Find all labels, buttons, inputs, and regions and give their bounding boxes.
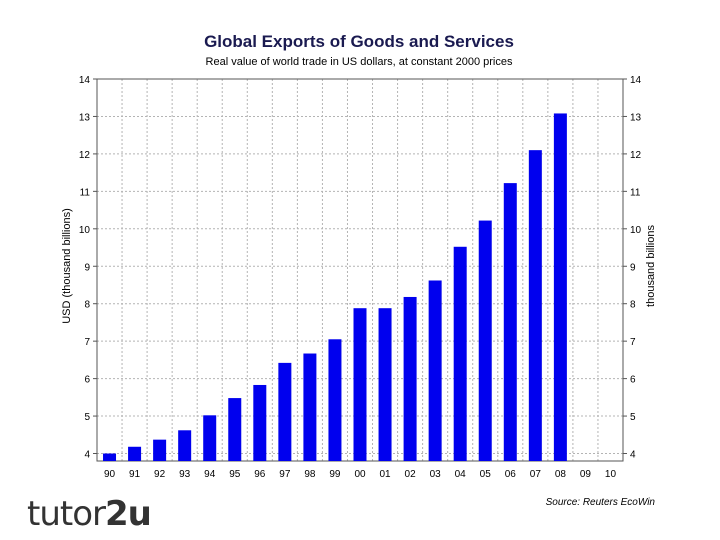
x-tick-label-92: 92 — [154, 469, 166, 480]
bar-93 — [178, 430, 192, 461]
x-tick-label-96: 96 — [254, 469, 266, 480]
source-note: Source: Reuters EcoWin — [546, 497, 656, 508]
y-tick-label-right-13: 13 — [630, 112, 642, 123]
y-tick-label-left-5: 5 — [84, 412, 90, 423]
x-tick-label-09: 09 — [580, 469, 592, 480]
y-tick-label-right-4: 4 — [630, 450, 636, 461]
x-axis-labels: 90 91 92 93 94 95 96 97 98 99 00 01 02 03 04 05 06 07 08 09… — [104, 469, 617, 480]
y-tick-label-left-7: 7 — [84, 337, 90, 348]
x-tick-label-94: 94 — [204, 469, 216, 480]
y-tick-label-left-12: 12 — [79, 150, 91, 161]
y-tick-label-right-5: 5 — [630, 412, 636, 423]
y-tick-label-right-6: 6 — [630, 375, 636, 386]
x-tick-label-08: 08 — [555, 469, 567, 480]
x-tick-label-07: 07 — [530, 469, 542, 480]
y-axis-label-right: thousand billions — [645, 225, 657, 307]
bar-01 — [378, 308, 392, 461]
x-tick-label-03: 03 — [430, 469, 442, 480]
y-tick-label-left-13: 13 — [79, 112, 91, 123]
bar-05 — [478, 220, 492, 461]
y-tick-label-left-14: 14 — [79, 75, 91, 86]
x-tick-label-04: 04 — [455, 469, 467, 480]
bar-96 — [253, 384, 267, 461]
y-tick-label-left-11: 11 — [80, 187, 91, 198]
y-tick-label-left-8: 8 — [84, 300, 90, 311]
logo-text-2u: 2u — [105, 494, 152, 534]
y-axis-ticks: 4 4 5 5 6 6 7 7 8 8 9 9 10 10 11 11 12 12 13 13 14 14 — [79, 75, 642, 461]
bar-97 — [278, 362, 292, 461]
x-tick-label-93: 93 — [179, 469, 191, 480]
x-tick-label-90: 90 — [104, 469, 116, 480]
bar-07 — [528, 150, 542, 461]
y-tick-label-right-7: 7 — [630, 337, 636, 348]
y-tick-label-right-11: 11 — [630, 187, 641, 198]
y-tick-label-left-4: 4 — [84, 450, 90, 461]
bar-92 — [153, 439, 167, 461]
y-tick-label-right-9: 9 — [630, 262, 636, 273]
bar-06 — [503, 183, 517, 462]
bar-98 — [303, 353, 317, 461]
bar-02 — [403, 296, 417, 461]
chart-subtitle: Real value of world trade in US dollars,… — [206, 56, 513, 68]
tutor2u-logo: tutor2u — [27, 494, 152, 534]
y-tick-label-left-10: 10 — [79, 225, 91, 236]
chart-title: Global Exports of Goods and Services — [204, 32, 514, 51]
x-tick-label-91: 91 — [129, 469, 141, 480]
bar-95 — [228, 398, 242, 461]
y-tick-label-right-14: 14 — [630, 75, 642, 86]
y-tick-label-left-6: 6 — [84, 375, 90, 386]
x-tick-label-10: 10 — [605, 469, 617, 480]
x-tick-label-99: 99 — [329, 469, 341, 480]
x-tick-label-05: 05 — [480, 469, 492, 480]
x-tick-label-98: 98 — [304, 469, 316, 480]
bar-04 — [453, 246, 467, 461]
x-tick-label-01: 01 — [379, 469, 391, 480]
bar-99 — [328, 339, 342, 461]
x-tick-label-97: 97 — [279, 469, 291, 480]
y-tick-label-right-12: 12 — [630, 150, 642, 161]
x-tick-label-95: 95 — [229, 469, 241, 480]
bar-00 — [353, 308, 367, 461]
x-tick-label-06: 06 — [505, 469, 517, 480]
bar-94 — [203, 415, 217, 461]
bar-91 — [128, 446, 142, 461]
bar-90 — [103, 453, 117, 461]
y-axis-label-left: USD (thousand billions) — [61, 208, 73, 324]
y-tick-label-right-10: 10 — [630, 225, 642, 236]
bars — [103, 113, 567, 462]
x-tick-label-00: 00 — [354, 469, 366, 480]
logo-text-tutor: tutor — [27, 494, 106, 534]
y-tick-label-right-8: 8 — [630, 300, 636, 311]
y-tick-label-left-9: 9 — [84, 262, 90, 273]
bar-08 — [553, 113, 567, 462]
bar-03 — [428, 280, 442, 461]
x-tick-label-02: 02 — [405, 469, 417, 480]
